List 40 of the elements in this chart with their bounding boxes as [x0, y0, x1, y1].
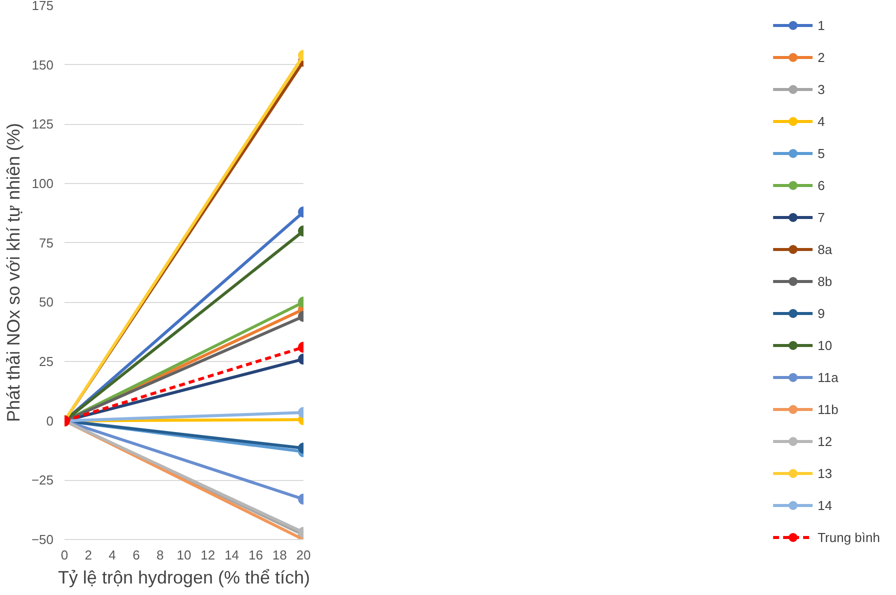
y-tick-label: 25: [39, 354, 54, 369]
legend-label: 3: [818, 82, 826, 96]
legend-label: 2: [818, 50, 826, 64]
legend-label: 8a: [818, 242, 834, 256]
legend-label: 6: [818, 178, 826, 192]
legend-label: 9: [818, 306, 826, 320]
legend-label: 14: [818, 498, 834, 512]
y-tick-label: 125: [32, 116, 54, 132]
x-tick-label: 0: [60, 548, 68, 562]
legend-label: 7: [818, 210, 826, 224]
x-tick-label: 16: [248, 548, 263, 562]
legend-label: 8b: [818, 274, 834, 288]
y-tick-label: 75: [39, 235, 54, 250]
y-tick-label: 100: [32, 176, 54, 191]
x-axis-title: Tỷ lệ trộn hydrogen (% thể tích): [58, 568, 310, 588]
x-tick-label: 20: [296, 548, 311, 562]
legend-label: 4: [818, 114, 826, 128]
legend-label: 11a: [818, 370, 838, 384]
legend-label: 12: [818, 434, 834, 448]
legend-label: 13: [818, 466, 834, 480]
legend-label: 10: [818, 338, 834, 352]
legend-label: Trung bình: [818, 530, 880, 544]
legend-label: 5: [818, 146, 826, 160]
x-tick-label: 14: [224, 548, 240, 562]
y-tick-label: 150: [32, 57, 54, 72]
x-tick-label: 12: [200, 548, 216, 562]
x-tick-label: 2: [84, 548, 92, 562]
legend-label: 11b: [818, 402, 838, 416]
y-tick-label: 50: [39, 294, 54, 310]
y-axis-title: Phát thải NOx so với khí tự nhiên (%): [3, 123, 24, 422]
y-tick-label: −50: [31, 532, 54, 547]
y-tick-label: 0: [46, 413, 54, 428]
y-tick-label: 175: [32, 0, 54, 13]
y-tick-label: −25: [31, 472, 54, 488]
legend-label: 1: [818, 18, 826, 32]
x-tick-label: 18: [272, 548, 287, 562]
x-tick-label: 10: [176, 548, 192, 562]
x-tick-label: 4: [108, 548, 116, 562]
x-tick-label: 8: [156, 548, 164, 562]
x-tick-label: 6: [132, 548, 140, 562]
